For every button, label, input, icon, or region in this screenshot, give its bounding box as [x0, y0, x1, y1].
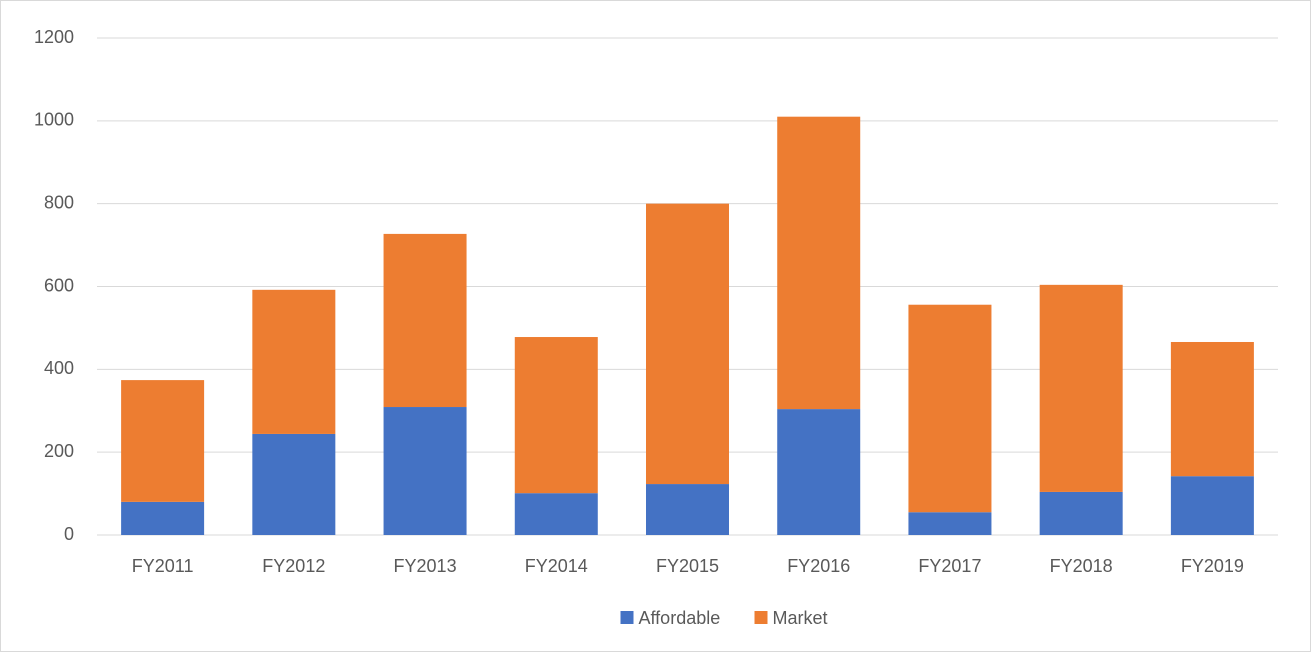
bar-segment — [514, 337, 598, 494]
y-tick-label: 1000 — [34, 110, 74, 130]
x-tick-label: FY2013 — [394, 556, 457, 576]
bar-segment — [777, 409, 861, 535]
y-tick-label: 1200 — [34, 27, 74, 47]
legend-swatch — [754, 611, 768, 624]
legend-label: Affordable — [639, 608, 721, 628]
bar-segment — [383, 407, 467, 535]
bar-segment — [908, 512, 992, 535]
y-tick-label: 400 — [44, 358, 74, 378]
bar-segment — [121, 380, 205, 502]
y-tick-label: 800 — [44, 192, 74, 212]
x-tick-label: FY2015 — [656, 556, 719, 576]
bar-segment — [646, 203, 729, 485]
x-tick-label: FY2014 — [525, 556, 588, 576]
bar-segment — [1170, 476, 1254, 535]
bar-segment — [1039, 284, 1123, 492]
x-tick-label: FY2017 — [918, 556, 981, 576]
x-tick-label: FY2018 — [1050, 556, 1113, 576]
bar-segment — [1039, 491, 1123, 535]
y-tick-label: 600 — [44, 275, 74, 295]
bar-segment — [908, 304, 992, 513]
bar-segment — [514, 493, 598, 535]
y-tick-label: 200 — [44, 441, 74, 461]
bar-segment — [252, 433, 336, 535]
bar-segment — [1170, 341, 1254, 477]
x-tick-label: FY2012 — [262, 556, 325, 576]
y-tick-label: 0 — [64, 524, 74, 544]
bar-segment — [252, 289, 336, 434]
x-tick-label: FY2016 — [787, 556, 850, 576]
x-tick-label: FY2011 — [132, 556, 194, 576]
x-tick-label: FY2019 — [1181, 556, 1244, 576]
legend-swatch — [620, 611, 634, 624]
legend-label: Market — [773, 608, 828, 628]
bar-segment — [646, 484, 729, 535]
bar-segment — [383, 233, 467, 408]
bar-segment — [777, 116, 861, 410]
bar-segment — [121, 501, 205, 535]
